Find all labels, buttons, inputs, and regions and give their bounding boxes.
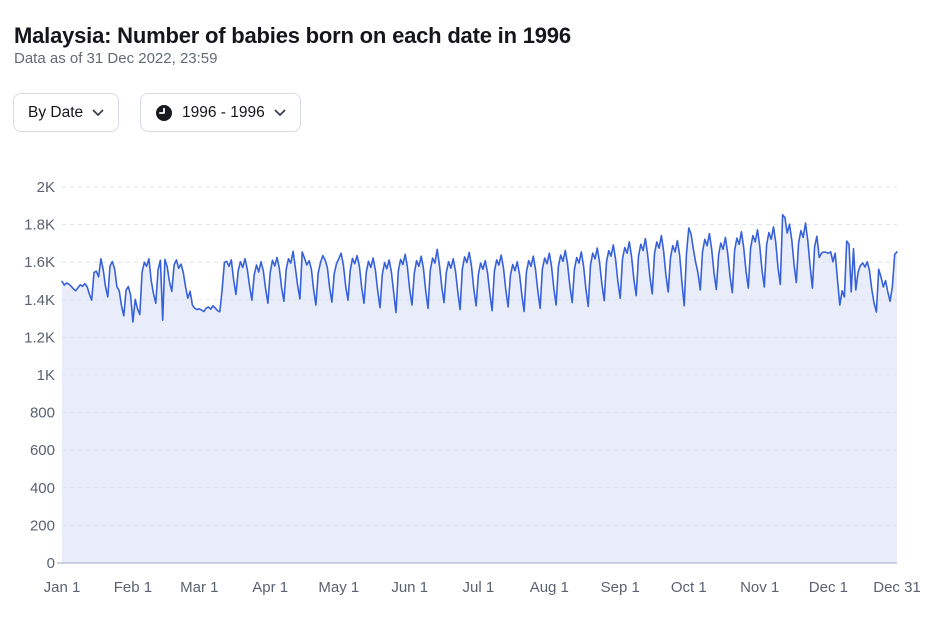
- data-as-of-subtitle: Data as of 31 Dec 2022, 23:59: [14, 50, 218, 67]
- chevron-down-icon: [92, 104, 104, 122]
- y-tick-label: 600: [30, 442, 55, 459]
- x-tick-label: Oct 1: [671, 579, 707, 596]
- x-tick-label: Nov 1: [740, 579, 779, 596]
- clock-icon: [155, 104, 173, 122]
- y-tick-label: 200: [30, 517, 55, 534]
- year-range-label: 1996 - 1996: [182, 103, 265, 121]
- y-tick-label: 0: [47, 555, 55, 572]
- by-date-dropdown-label: By Date: [28, 103, 84, 121]
- area-fill: [62, 214, 897, 564]
- y-tick-label: 1.4K: [24, 292, 55, 309]
- x-tick-label: Mar 1: [180, 579, 218, 596]
- x-tick-label: Jan 1: [44, 579, 81, 596]
- y-tick-label: 1.6K: [24, 254, 55, 271]
- y-tick-label: 400: [30, 480, 55, 497]
- y-tick-label: 2K: [37, 179, 55, 196]
- x-tick-label: May 1: [318, 579, 359, 596]
- by-date-dropdown-button[interactable]: By Date: [13, 93, 120, 132]
- x-tick-label: Jul 1: [463, 579, 495, 596]
- y-tick-label: 1.2K: [24, 329, 55, 346]
- chevron-down-icon: [274, 104, 286, 122]
- x-tick-label: Dec 31: [873, 579, 921, 596]
- x-tick-label: Apr 1: [252, 579, 288, 596]
- y-tick-label: 1.8K: [24, 217, 55, 234]
- page-title: Malaysia: Number of babies born on each …: [14, 22, 571, 48]
- x-tick-label: Aug 1: [530, 579, 569, 596]
- y-tick-label: 800: [30, 405, 55, 422]
- year-range-dropdown-button[interactable]: 1996 - 1996: [140, 93, 301, 132]
- x-tick-label: Dec 1: [809, 579, 848, 596]
- y-tick-label: 1K: [37, 367, 55, 384]
- x-tick-label: Sep 1: [601, 579, 640, 596]
- x-tick-label: Jun 1: [391, 579, 428, 596]
- series-line: [61, 214, 898, 323]
- x-tick-label: Feb 1: [114, 579, 152, 596]
